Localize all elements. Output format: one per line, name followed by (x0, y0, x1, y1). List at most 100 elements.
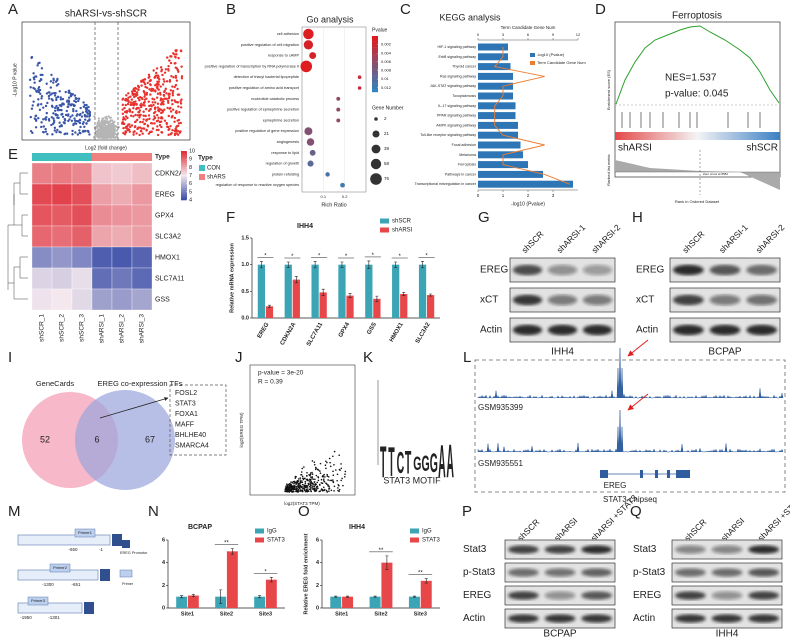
error-bar (421, 261, 425, 269)
colorbar-step (372, 75, 378, 79)
point (70, 103, 74, 106)
bar (254, 596, 266, 608)
point (132, 107, 135, 110)
point (104, 119, 107, 122)
point (140, 84, 143, 87)
point (130, 90, 134, 93)
row-label: SLC3A2 (155, 233, 181, 240)
point (38, 88, 42, 92)
point (130, 124, 134, 127)
colorbar-step (181, 178, 187, 181)
point (292, 480, 295, 483)
y-tick-label: 6 (162, 537, 165, 543)
term-label: positive regulation of gene expression (235, 129, 299, 133)
band (674, 591, 706, 600)
point (312, 485, 314, 487)
point (167, 101, 170, 104)
dot (303, 28, 314, 40)
band (746, 264, 778, 276)
group-cell (72, 153, 92, 161)
bar (346, 295, 354, 318)
point (98, 136, 101, 139)
point (138, 116, 141, 119)
panel-letter: F (226, 209, 235, 226)
point (49, 80, 53, 83)
point (143, 98, 147, 101)
heat-cell (51, 288, 73, 311)
point (162, 103, 165, 106)
heat-cell (111, 183, 133, 206)
axis-label: -Log10 P value (12, 63, 18, 97)
point (135, 106, 139, 110)
pathway-label: AMPK signaling pathway (436, 123, 476, 127)
colorbar-step (181, 151, 187, 154)
track-label: GSM935551 (478, 459, 523, 468)
point (179, 102, 183, 105)
point (137, 96, 140, 100)
band (581, 614, 613, 623)
colorbar-label: 0.008 (381, 68, 392, 73)
point (76, 113, 79, 116)
dot (357, 75, 362, 79)
heat-cell (31, 162, 53, 185)
point (47, 118, 51, 121)
point (126, 99, 130, 102)
point (306, 485, 309, 487)
point (313, 461, 316, 464)
motif-letter: T (405, 445, 412, 481)
motif-letter: G (422, 450, 430, 476)
point (333, 485, 336, 488)
point (324, 476, 326, 478)
point (127, 128, 131, 131)
point (63, 119, 67, 122)
point (144, 114, 147, 117)
annotation: Zero cross at 8582 (703, 172, 728, 176)
band (512, 324, 543, 336)
pathway-label: Ferroptosis (458, 163, 476, 167)
point (180, 65, 183, 68)
point (63, 122, 66, 125)
point (127, 92, 130, 95)
band (711, 545, 743, 554)
error-bar (294, 276, 298, 284)
point (333, 450, 336, 453)
point (310, 490, 313, 493)
band (672, 294, 704, 306)
bar (342, 596, 354, 608)
pathway-label: PPAR signaling pathway (437, 114, 476, 118)
point (309, 472, 312, 474)
point (173, 85, 176, 89)
point (179, 49, 183, 53)
legend-swatch (199, 174, 205, 180)
band (507, 545, 539, 554)
point (32, 72, 35, 75)
point (55, 98, 58, 102)
point (42, 106, 45, 109)
colorbar-step (181, 154, 187, 158)
error-bar (367, 260, 371, 269)
legend-swatch (410, 537, 419, 543)
point (337, 487, 339, 489)
point (33, 87, 36, 91)
point (150, 89, 153, 92)
term-label: cell adhesion (277, 32, 299, 36)
point (304, 489, 306, 492)
legend-title: Pvalue (372, 27, 388, 33)
point (29, 86, 32, 89)
point (328, 487, 331, 489)
point (45, 115, 48, 119)
point (127, 96, 130, 99)
point (314, 484, 317, 486)
x-tick-label: Site2 (220, 611, 233, 617)
point (79, 131, 82, 135)
legend-swatch (530, 53, 535, 57)
point (319, 472, 322, 474)
y-tick-label: 4 (316, 560, 320, 566)
point (176, 87, 179, 91)
bar (369, 596, 381, 608)
point (36, 104, 40, 107)
heat-cell (31, 288, 53, 311)
point (156, 113, 159, 117)
legend-label: shSCR (392, 219, 412, 225)
point (290, 486, 292, 489)
